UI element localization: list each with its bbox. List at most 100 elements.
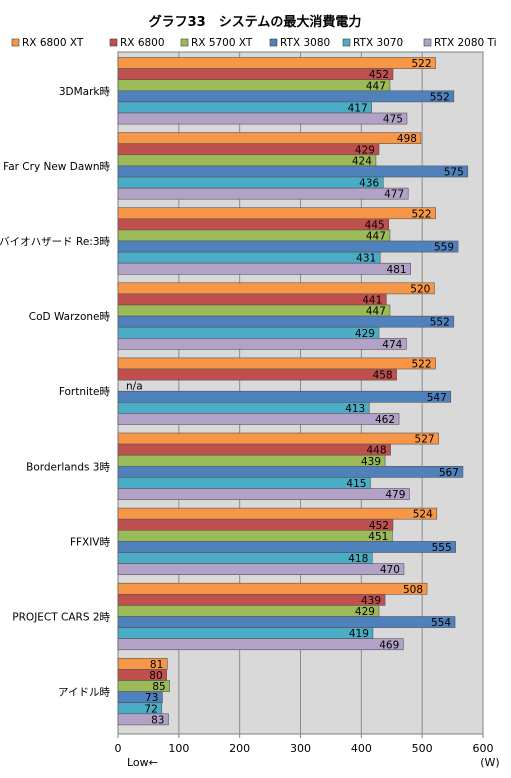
data-label: 554 xyxy=(431,617,451,629)
bar xyxy=(117,552,373,564)
category-label: Far Cry New Dawn時 xyxy=(3,161,110,173)
data-label: 559 xyxy=(434,242,454,254)
category-label: Borderlands 3時 xyxy=(26,461,110,473)
category-label: 3DMark時 xyxy=(59,86,111,98)
data-label: 80 xyxy=(149,670,162,682)
data-label: 72 xyxy=(144,703,157,715)
bar xyxy=(117,326,380,339)
data-label: 481 xyxy=(387,264,407,276)
legend-label: RTX 3080 xyxy=(280,37,330,49)
data-label: 415 xyxy=(346,478,366,490)
data-label: 439 xyxy=(361,595,381,607)
bar xyxy=(117,465,464,478)
bar xyxy=(117,368,397,381)
x-tick-label: 300 xyxy=(290,742,311,755)
legend-swatch xyxy=(11,38,20,47)
data-label: 429 xyxy=(355,606,375,618)
bar xyxy=(117,112,408,125)
data-label: 81 xyxy=(150,659,163,671)
bar xyxy=(117,79,391,92)
legend-label: RX 6800 XT xyxy=(22,37,84,49)
bar xyxy=(117,529,393,542)
legend-item: RX 5700 XT xyxy=(180,37,253,49)
data-label: 85 xyxy=(152,681,165,693)
bar xyxy=(117,90,455,103)
bar xyxy=(117,218,390,231)
data-label: 575 xyxy=(444,166,464,178)
data-label: 547 xyxy=(427,392,447,404)
data-label: 469 xyxy=(379,639,399,651)
legend-label: RTX 2080 Ti xyxy=(434,37,497,49)
legend-label: RTX 3070 xyxy=(353,37,403,49)
bar xyxy=(117,582,428,595)
legend-item: RTX 3070 xyxy=(342,37,403,49)
bar xyxy=(117,337,407,350)
bar xyxy=(117,413,400,425)
x-tick-label: 500 xyxy=(412,742,433,755)
bar xyxy=(117,240,459,253)
bar xyxy=(117,357,436,370)
legend-swatch xyxy=(109,38,118,47)
bar xyxy=(117,477,371,489)
data-label: 419 xyxy=(349,628,369,640)
x-axis-unit: (W) xyxy=(480,756,499,769)
data-label: 475 xyxy=(383,114,403,126)
data-label: 452 xyxy=(369,69,389,81)
legend-item: RTX 2080 Ti xyxy=(423,37,497,49)
bar xyxy=(117,57,436,69)
bar xyxy=(117,563,405,575)
data-label-na: n/a xyxy=(126,381,143,393)
bar xyxy=(117,251,381,264)
bar xyxy=(117,132,422,145)
data-label: 413 xyxy=(345,403,365,415)
data-label: 73 xyxy=(145,692,158,704)
data-label: 474 xyxy=(382,339,402,351)
data-label: 508 xyxy=(403,584,423,596)
bar xyxy=(117,507,438,520)
bar xyxy=(117,401,370,414)
data-label: 498 xyxy=(397,133,417,145)
bar xyxy=(117,282,435,295)
bar xyxy=(117,304,391,317)
bar xyxy=(117,293,387,306)
bar xyxy=(117,315,455,328)
bar xyxy=(117,165,469,178)
data-label: 83 xyxy=(151,714,164,726)
x-tick-label: 600 xyxy=(473,742,494,755)
data-label: 436 xyxy=(359,178,379,190)
bar xyxy=(117,627,374,639)
x-tick-label: 100 xyxy=(168,742,189,755)
data-label: 458 xyxy=(373,370,393,382)
data-label: 522 xyxy=(412,208,432,220)
category-label: FFXIV時 xyxy=(70,536,111,548)
legend-swatch xyxy=(269,38,278,47)
data-label: 429 xyxy=(355,328,375,340)
data-label: 448 xyxy=(366,445,386,457)
bars: 5224524475524174754984294245754364775224… xyxy=(117,57,469,726)
data-label: 520 xyxy=(410,283,430,295)
data-label: 552 xyxy=(430,91,450,103)
bar xyxy=(117,262,411,275)
data-label: 555 xyxy=(432,542,452,554)
data-label: 439 xyxy=(361,456,381,468)
bar xyxy=(117,432,439,445)
bar xyxy=(117,593,386,606)
category-label: Fortnite時 xyxy=(59,386,111,398)
chart-title: グラフ33 システムの最大消費電力 xyxy=(149,14,362,30)
bar xyxy=(117,616,456,628)
bar xyxy=(117,143,380,156)
x-tick-label: 400 xyxy=(351,742,372,755)
bar xyxy=(117,154,377,167)
data-label: 527 xyxy=(415,434,435,446)
bar xyxy=(117,605,380,617)
bar xyxy=(117,176,384,189)
data-label: 418 xyxy=(348,553,368,565)
bar xyxy=(117,390,452,403)
bar xyxy=(117,229,391,242)
data-label: 447 xyxy=(366,306,386,318)
data-label: 462 xyxy=(375,414,395,426)
bar xyxy=(117,101,372,114)
data-label: 445 xyxy=(365,219,385,231)
